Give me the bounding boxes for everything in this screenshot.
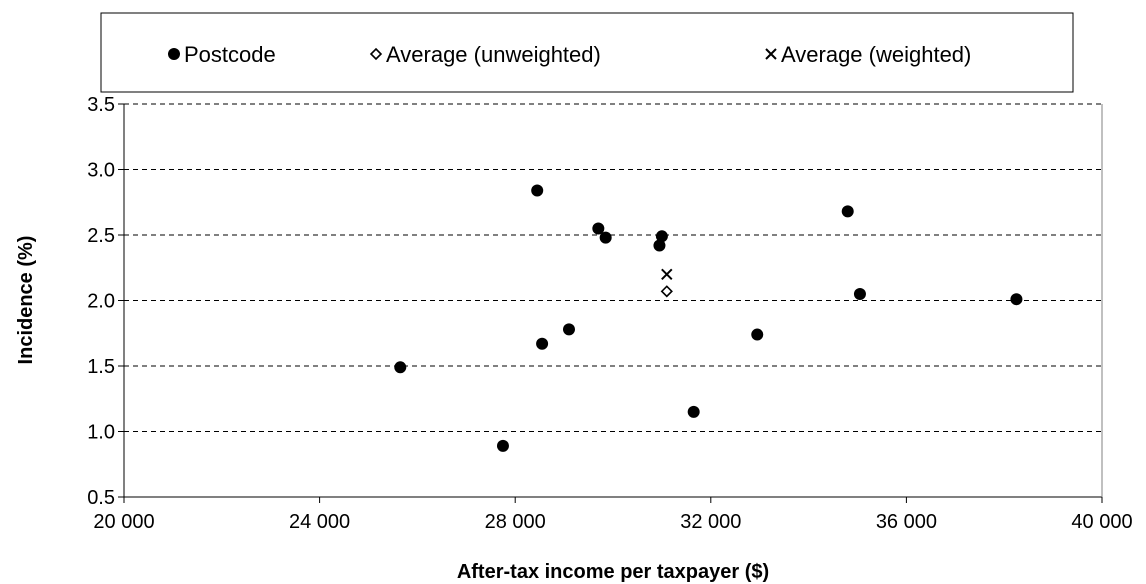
- y-tick-label: 2.5: [87, 225, 115, 247]
- postcode-point: [531, 184, 544, 197]
- x-axis-title: After-tax income per taxpayer ($): [457, 561, 769, 583]
- y-tick-label: 3.5: [87, 94, 115, 116]
- postcode-point: [653, 239, 666, 252]
- y-tick-label: 1.5: [87, 356, 115, 378]
- x-tick-label: 32 000: [680, 511, 741, 533]
- y-axis-title: Incidence (%): [15, 236, 37, 365]
- data-points: [394, 184, 1023, 452]
- postcode-point: [562, 323, 575, 336]
- legend-label: Average (unweighted): [386, 42, 601, 67]
- postcode-point: [536, 337, 549, 350]
- x-axis-ticks: 20 000 24 000 28 000 32 000 36 000 40 000: [93, 497, 1133, 533]
- postcode-legend-marker: [168, 48, 180, 60]
- legend: Postcode Average (unweighted) Average (wei…: [168, 42, 971, 67]
- postcode-point: [841, 205, 854, 218]
- legend-label: Postcode: [184, 42, 276, 67]
- x-tick-label: 28 000: [485, 511, 546, 533]
- postcode-point: [751, 328, 764, 341]
- postcode-point: [599, 231, 612, 244]
- x-tick-label: 20 000: [93, 511, 154, 533]
- y-tick-label: 0.5: [87, 487, 115, 509]
- x-tick-label: 36 000: [876, 511, 937, 533]
- postcode-point: [496, 439, 509, 452]
- postcode-point: [394, 361, 407, 374]
- legend-box: [100, 12, 1074, 93]
- postcode-point: [853, 287, 866, 300]
- postcode-point: [687, 405, 700, 418]
- y-tick-label: 1.0: [87, 422, 115, 444]
- legend-label: Average (weighted): [781, 42, 971, 67]
- unweighted-legend-marker: [369, 47, 383, 61]
- average-unweighted-point: [660, 285, 673, 298]
- postcode-point: [592, 222, 605, 235]
- y-tick-label: 3.0: [87, 160, 115, 182]
- postcode-point: [655, 230, 668, 243]
- y-axis-ticks: 0.5 1.0 1.5 2.0 2.5 3.0 3.5: [87, 94, 124, 509]
- gridlines: [124, 103, 1102, 432]
- x-tick-label: 24 000: [289, 511, 350, 533]
- x-tick-label: 40 000: [1071, 511, 1132, 533]
- weighted-legend-marker: [765, 48, 777, 60]
- postcode-point: [1010, 293, 1023, 306]
- average-weighted-point: [661, 268, 673, 281]
- y-tick-label: 2.0: [87, 291, 115, 313]
